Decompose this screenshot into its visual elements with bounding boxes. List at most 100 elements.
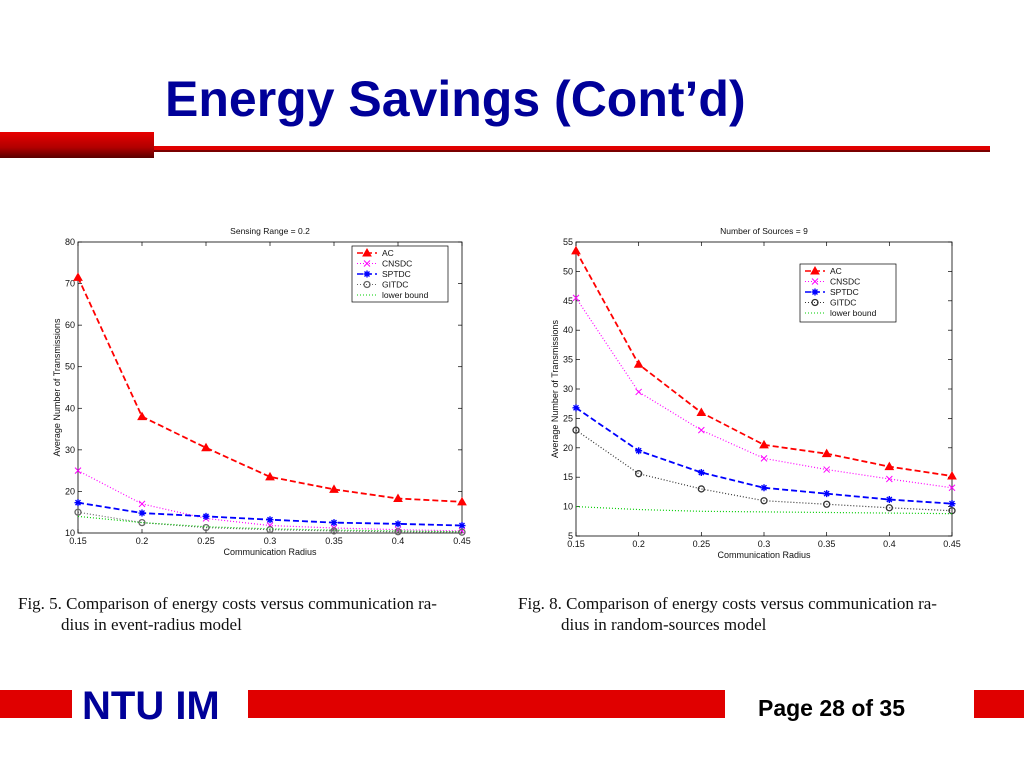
- data-point: [760, 497, 768, 505]
- data-point: [948, 507, 956, 515]
- y-tick-label: 60: [65, 320, 75, 330]
- data-point: [635, 388, 643, 396]
- x-tick-label: 0.25: [693, 539, 711, 549]
- legend-label: AC: [382, 248, 394, 258]
- data-point: [697, 426, 705, 434]
- legend-marker: [811, 288, 819, 296]
- title-underline-rule: [154, 146, 990, 150]
- y-tick-label: 50: [563, 266, 573, 276]
- data-point: [74, 499, 82, 507]
- data-point: [760, 484, 768, 492]
- data-point: [885, 496, 893, 504]
- x-tick-label: 0.25: [197, 536, 215, 546]
- data-point: [759, 439, 769, 449]
- x-tick-label: 0.15: [567, 539, 585, 549]
- data-point: [635, 447, 643, 455]
- series-line: [77, 276, 463, 503]
- axes-group: Number of Sources = 9 5 10 15 20 25 30 35 40 45 50…: [550, 226, 961, 560]
- y-axis-label: Average Number of Transmissions: [550, 320, 560, 458]
- legend-marker: [362, 247, 372, 257]
- x-tick-label: 0.45: [943, 539, 961, 549]
- y-tick-label: 10: [65, 528, 75, 538]
- chart-title: Number of Sources = 9: [720, 226, 808, 236]
- data-point: [572, 426, 580, 434]
- legend-label: GITDC: [382, 280, 408, 290]
- data-point: [330, 527, 338, 535]
- data-point: [394, 528, 402, 536]
- legend-label: AC: [830, 266, 842, 276]
- data-point: [948, 500, 956, 508]
- legend-marker: [811, 298, 819, 307]
- series-lower-bound: [77, 515, 463, 533]
- data-point: [73, 272, 83, 281]
- data-point: [823, 466, 831, 473]
- x-axis-label: Communication Radius: [223, 547, 317, 557]
- series-ac: [571, 245, 957, 480]
- y-tick-label: 20: [65, 486, 75, 496]
- x-tick-label: 0.3: [758, 539, 771, 549]
- y-tick-label: 80: [65, 237, 75, 247]
- x-tick-label: 0.15: [69, 536, 87, 546]
- data-point: [696, 407, 707, 417]
- legend-marker: [810, 265, 820, 275]
- caption-right-line1: Fig. 8. Comparison of energy costs versu…: [518, 594, 937, 613]
- data-point: [885, 475, 893, 483]
- legend-marker: [363, 280, 371, 289]
- data-point: [458, 522, 466, 530]
- footer-accent-bar-right: [974, 690, 1024, 718]
- footer-organization: NTU IM: [82, 684, 220, 728]
- slide-title: Energy Savings (Cont’d): [165, 71, 746, 127]
- legend-marker: [363, 270, 371, 278]
- chart-title: Sensing Range = 0.2: [230, 226, 310, 236]
- x-tick-label: 0.2: [136, 536, 149, 546]
- footer-page-number: Page 28 of 35: [758, 695, 906, 721]
- data-point: [760, 455, 768, 462]
- data-point: [635, 470, 643, 478]
- series-line: [575, 297, 953, 489]
- y-tick-label: 5: [568, 531, 573, 541]
- y-axis-label: Average Number of Transmissions: [52, 318, 62, 456]
- data-point: [138, 518, 146, 527]
- y-tick-label: 70: [65, 279, 75, 289]
- data-point: [201, 442, 211, 452]
- y-tick-label: 45: [563, 296, 573, 306]
- data-point: [137, 411, 147, 421]
- data-point: [394, 520, 402, 528]
- y-tick-label: 35: [563, 355, 573, 365]
- series-ac: [73, 272, 467, 506]
- axes-group: Sensing Range = 0.2 10 20 30 40 50 60 70 80 0.15 0…: [52, 226, 471, 557]
- y-tick-label: 40: [65, 403, 75, 413]
- data-point: [697, 468, 705, 476]
- y-tick-label: 50: [65, 362, 75, 372]
- data-point: [329, 484, 339, 493]
- figure-caption-left: Fig. 5. Comparison of energy costs versu…: [18, 593, 508, 635]
- data-point: [138, 500, 146, 508]
- legend-label: SPTDC: [830, 287, 859, 297]
- y-tick-label: 20: [563, 443, 573, 453]
- data-point: [885, 504, 893, 512]
- legend-marker: [363, 260, 371, 267]
- data-point: [266, 516, 274, 524]
- x-tick-label: 0.35: [325, 536, 343, 546]
- legend-label: CNSDC: [382, 259, 412, 269]
- legend-label: lower bound: [830, 308, 877, 318]
- data-point: [394, 526, 402, 534]
- data-point: [202, 523, 210, 532]
- data-point: [697, 485, 705, 493]
- legend-marker: [811, 278, 819, 285]
- x-tick-label: 0.3: [264, 536, 277, 546]
- x-tick-label: 0.45: [453, 536, 471, 546]
- figure-caption-right: Fig. 8. Comparison of energy costs versu…: [518, 593, 1018, 635]
- data-point: [572, 294, 580, 302]
- y-tick-label: 25: [563, 413, 573, 423]
- series-sptdc: [74, 499, 466, 530]
- data-point: [823, 500, 831, 508]
- data-point: [74, 467, 82, 474]
- data-point: [884, 461, 895, 471]
- chart-event-radius: Sensing Range = 0.2 10 20 30 40 50 60 70 80 0.15 0…: [52, 226, 471, 557]
- x-tick-label: 0.4: [392, 536, 405, 546]
- legend-label: lower bound: [382, 290, 429, 300]
- y-tick-label: 55: [563, 237, 573, 247]
